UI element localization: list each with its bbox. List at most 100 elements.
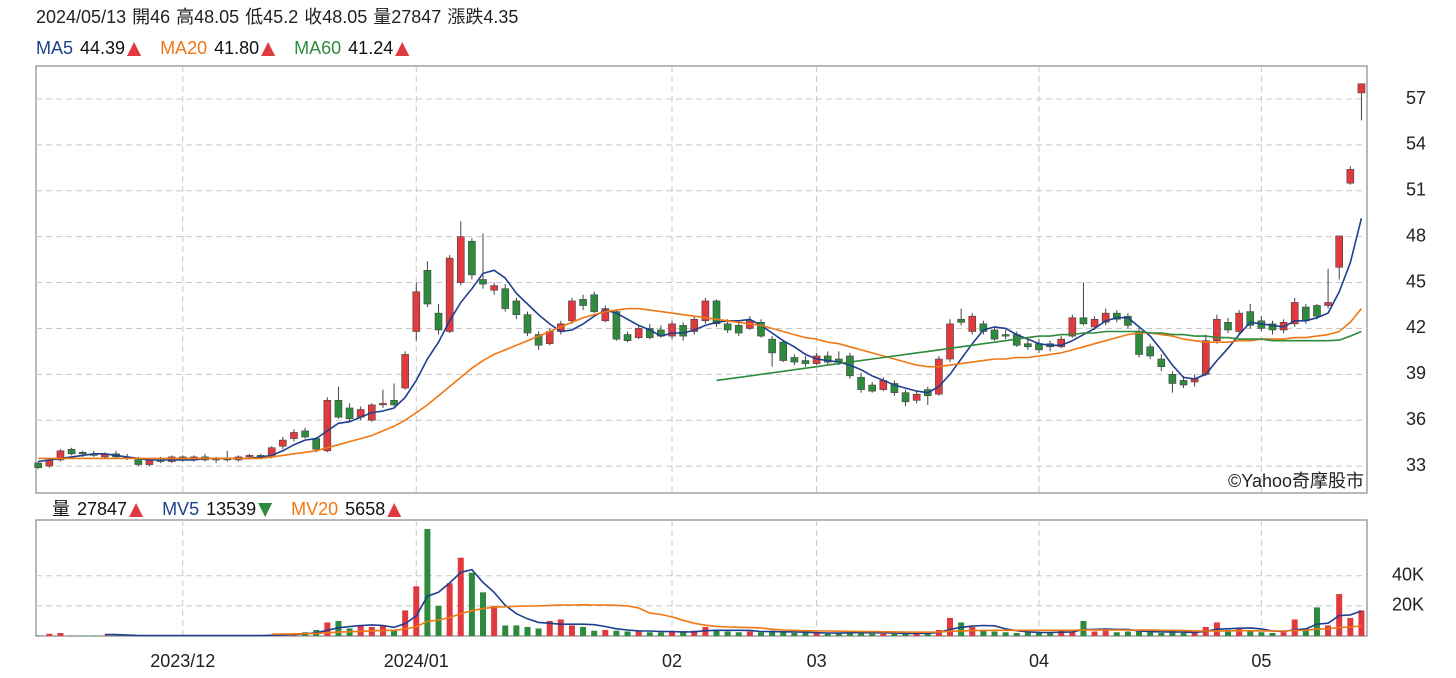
volume-bar bbox=[1091, 631, 1098, 636]
candle-body bbox=[1068, 317, 1077, 337]
volume-bar bbox=[757, 632, 764, 636]
candle-body bbox=[512, 300, 521, 315]
candle-body bbox=[279, 439, 287, 447]
volume-bar bbox=[646, 632, 653, 636]
candle-body bbox=[523, 314, 532, 334]
volume-bar bbox=[1269, 632, 1276, 636]
candle-body bbox=[1113, 312, 1121, 320]
quote-label: 開 bbox=[132, 7, 150, 27]
x-tick-label: 02 bbox=[662, 651, 682, 671]
legend-item: MV5 13539 bbox=[162, 499, 256, 519]
legend-value: 13539 bbox=[206, 499, 256, 519]
candle-body bbox=[890, 383, 899, 393]
candle-body bbox=[479, 279, 487, 285]
volume-bar bbox=[435, 605, 442, 636]
legend-item: MA5 44.39 bbox=[36, 38, 125, 58]
candle-body bbox=[968, 315, 977, 332]
average-line bbox=[38, 307, 1363, 460]
legend-item: 量 27847 bbox=[52, 499, 127, 519]
volume-bar bbox=[991, 631, 998, 636]
trend-up bbox=[387, 503, 402, 517]
candle-body bbox=[712, 300, 721, 325]
volume-bar bbox=[669, 631, 676, 636]
candle-body bbox=[1268, 323, 1277, 331]
candle-body bbox=[1057, 338, 1066, 348]
volume-bar bbox=[691, 630, 698, 636]
volume-bar bbox=[524, 626, 531, 636]
candle-body bbox=[668, 323, 676, 337]
candle-body bbox=[1357, 83, 1366, 94]
candle-body bbox=[1079, 317, 1088, 325]
trend-down bbox=[258, 503, 273, 517]
candle-body bbox=[401, 354, 409, 389]
candle-body bbox=[534, 334, 543, 346]
volume-bar bbox=[824, 633, 831, 636]
volume-bar bbox=[624, 631, 631, 636]
volume-bar bbox=[580, 626, 587, 636]
x-tick-label: 03 bbox=[807, 651, 827, 671]
volume-bar bbox=[1280, 632, 1287, 636]
x-tick-label: 05 bbox=[1251, 651, 1271, 671]
candle-body bbox=[757, 322, 765, 337]
candle-body bbox=[1224, 322, 1232, 331]
candle-body bbox=[1024, 343, 1032, 348]
quote-value: 46 bbox=[150, 7, 170, 27]
x-tick-label: 2023/12 bbox=[150, 651, 215, 671]
legend-value: 5658 bbox=[345, 499, 385, 519]
volume-bar bbox=[457, 557, 464, 636]
volume-bar bbox=[1302, 628, 1309, 636]
volume-bar bbox=[924, 632, 931, 636]
candle-body bbox=[423, 270, 432, 305]
volume-bar bbox=[780, 632, 787, 636]
candle-body bbox=[434, 312, 443, 331]
trend-up bbox=[127, 42, 142, 56]
legend-item: MA20 41.80 bbox=[160, 38, 259, 58]
y-tick-label: 40K bbox=[1392, 564, 1424, 584]
volume-bar bbox=[557, 619, 564, 636]
volume-bar bbox=[1124, 631, 1131, 636]
candle-body bbox=[1179, 380, 1188, 386]
candle-body bbox=[734, 325, 743, 334]
y-tick-label: 45 bbox=[1406, 271, 1426, 291]
volume-bar bbox=[891, 633, 898, 636]
volume-bar bbox=[735, 632, 742, 636]
candle-body bbox=[790, 357, 799, 363]
candle-body bbox=[912, 393, 921, 401]
average-line bbox=[716, 330, 1362, 382]
candle-body bbox=[1168, 374, 1177, 384]
volume-bar bbox=[846, 631, 853, 636]
volume-bar bbox=[613, 630, 620, 636]
candle-body bbox=[412, 291, 421, 332]
price-panel bbox=[35, 65, 1368, 494]
volume-bar bbox=[802, 632, 809, 636]
candle-body bbox=[1090, 318, 1099, 328]
candle-body bbox=[1213, 318, 1221, 341]
legend-name: MV5 bbox=[162, 499, 199, 519]
y-tick-label: 54 bbox=[1406, 134, 1426, 154]
volume-bar bbox=[1325, 625, 1332, 636]
legend-name: 量 bbox=[52, 499, 70, 519]
quote-value: 4.35 bbox=[483, 7, 518, 27]
candle-body bbox=[290, 432, 298, 439]
candle-body bbox=[701, 300, 710, 322]
volume-bar bbox=[657, 632, 664, 636]
volume-bar bbox=[1258, 632, 1265, 636]
volume-bar bbox=[546, 620, 553, 636]
candle-body bbox=[1290, 302, 1299, 325]
quote-label: 收 bbox=[304, 7, 322, 27]
volume-bar bbox=[1035, 632, 1042, 636]
candle-body bbox=[857, 377, 865, 390]
candle-body bbox=[1201, 340, 1210, 375]
candle-body bbox=[445, 257, 454, 332]
candle-body bbox=[301, 430, 309, 438]
legend-value: 27847 bbox=[77, 499, 127, 519]
volume-bar bbox=[1313, 607, 1320, 636]
candle-body bbox=[78, 452, 87, 455]
trend-up bbox=[129, 503, 144, 517]
candle-body bbox=[334, 400, 343, 418]
candle-body bbox=[645, 328, 654, 338]
legend-name: MA60 bbox=[294, 38, 341, 58]
candle-body bbox=[1135, 331, 1143, 355]
